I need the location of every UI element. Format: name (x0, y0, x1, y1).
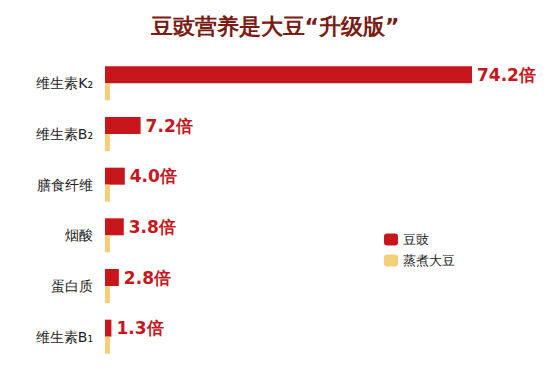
svg-text:豆豉营养是大豆“升级版”: 豆豉营养是大豆“升级版” (150, 14, 400, 39)
svg-text:蛋白质: 蛋白质 (51, 278, 93, 294)
svg-text:膳食纤维: 膳食纤维 (37, 177, 93, 193)
svg-text:维生素B₁: 维生素B₁ (36, 329, 93, 345)
svg-text:3.8倍: 3.8倍 (129, 217, 176, 237)
svg-text:烟酸: 烟酸 (65, 227, 93, 243)
svg-text:豆豉: 豆豉 (403, 232, 429, 247)
svg-text:维生素B₂: 维生素B₂ (36, 126, 93, 142)
svg-text:7.2倍: 7.2倍 (146, 116, 193, 136)
svg-text:4.0倍: 4.0倍 (130, 166, 177, 186)
svg-text:1.3倍: 1.3倍 (116, 318, 163, 338)
svg-text:维生素K₂: 维生素K₂ (36, 75, 93, 91)
svg-text:蒸煮大豆: 蒸煮大豆 (403, 253, 455, 268)
svg-text:74.2倍: 74.2倍 (477, 65, 536, 85)
svg-text:2.8倍: 2.8倍 (124, 268, 171, 288)
